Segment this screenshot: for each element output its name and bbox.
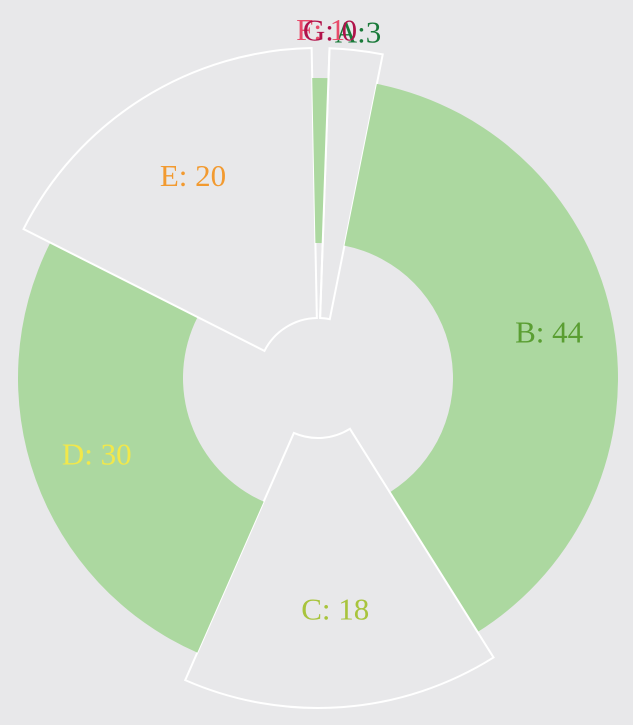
donut-segment xyxy=(319,47,384,321)
segment-label: G: 0 xyxy=(303,12,357,47)
donut-segment xyxy=(183,427,495,709)
segment-label: E: 20 xyxy=(160,158,226,193)
donut-segment xyxy=(17,242,264,653)
donut-segment xyxy=(344,83,618,633)
segment-label: B: 44 xyxy=(515,315,584,350)
donut-segment xyxy=(312,78,329,244)
segment-label: F: 1 xyxy=(296,12,345,47)
donut-segment xyxy=(22,47,318,353)
segment-label: A:3 xyxy=(335,14,382,49)
segment-label: D: 30 xyxy=(62,436,132,471)
segment-label: C: 18 xyxy=(301,591,369,626)
